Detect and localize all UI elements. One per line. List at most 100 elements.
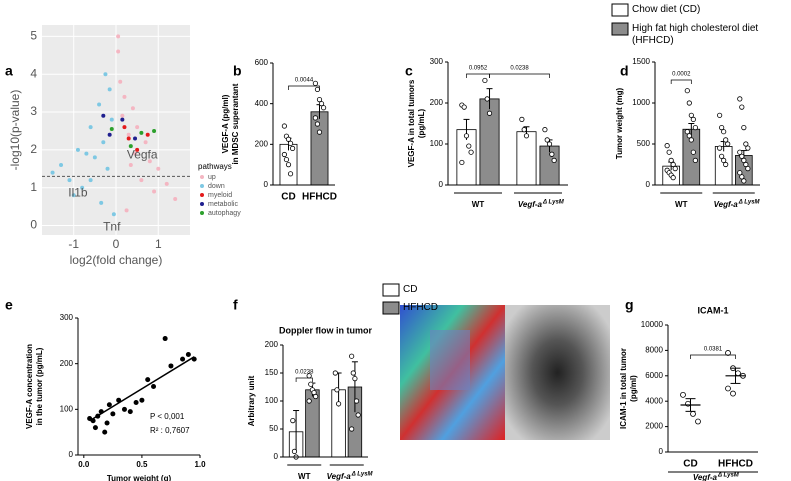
group-superscript: Δ LysM: [351, 472, 374, 478]
group-label: WT: [675, 200, 688, 209]
point: [672, 166, 678, 172]
point: [723, 161, 729, 168]
y-axis-label: (pg/ml): [629, 375, 638, 402]
point: [133, 151, 138, 156]
point: [730, 390, 736, 397]
group-label: WT: [472, 200, 485, 209]
point: [111, 212, 116, 217]
x-tick-label: 0: [113, 237, 120, 251]
point: [521, 127, 527, 133]
group-label: Vegf-a: [327, 472, 352, 481]
point: [486, 110, 493, 116]
legend-label: down: [208, 183, 225, 190]
point: [92, 155, 97, 160]
point: [670, 175, 676, 181]
point: [355, 412, 361, 418]
y-tick-label: 0: [659, 447, 664, 456]
y-tick-label: 0: [274, 452, 279, 461]
x-tick-label: 1.0: [194, 460, 206, 469]
point: [725, 141, 731, 147]
y-axis-label: Arbitrary unit: [247, 375, 256, 426]
panel-letter: d: [620, 63, 629, 79]
stat-text: P < 0,001: [150, 412, 185, 421]
point: [143, 140, 148, 145]
y-tick-label: 10000: [641, 320, 664, 329]
doppler-image: [400, 305, 610, 440]
point: [312, 115, 319, 121]
bar: [516, 131, 537, 186]
group-label: Vegf-a: [518, 200, 543, 209]
point: [133, 399, 139, 405]
point: [544, 137, 550, 143]
bracket: [288, 85, 320, 90]
point: [737, 149, 743, 155]
y-tick-label: 0: [439, 180, 444, 189]
point: [352, 375, 358, 382]
point: [102, 429, 108, 435]
point: [139, 397, 145, 403]
legend-label: HFHCD: [403, 302, 438, 313]
y-axis-label: in MDSC superantant: [231, 83, 240, 164]
y-axis-label: in the tumor (pg/mL): [35, 347, 44, 425]
y-tick-label: 300: [60, 313, 74, 322]
point: [107, 132, 112, 137]
point: [130, 106, 135, 111]
y-tick-label: 1: [30, 180, 37, 194]
point: [737, 96, 743, 102]
point: [684, 129, 690, 135]
y-tick-label: 150: [265, 368, 279, 377]
point: [128, 144, 133, 149]
y-tick-label: 200: [60, 359, 74, 368]
point: [285, 136, 292, 142]
point: [168, 363, 174, 369]
point: [350, 370, 356, 376]
legend-label: High fat high cholesterol diet (HFHCD): [632, 23, 759, 46]
point: [88, 178, 93, 183]
y-tick-label: 0: [264, 180, 269, 189]
x-tick-label: CD: [281, 192, 295, 203]
point: [717, 145, 723, 151]
point: [84, 151, 89, 156]
annotation: Tnf: [103, 220, 121, 234]
chart-title: ICAM-1: [698, 305, 729, 315]
y-tick-label: 100: [430, 139, 444, 148]
point: [519, 116, 525, 123]
y-tick-label: 100: [60, 404, 74, 413]
point: [104, 420, 110, 426]
point: [741, 178, 747, 184]
point: [71, 193, 76, 198]
point: [314, 121, 321, 127]
point: [741, 125, 747, 131]
panel-letter: e: [5, 297, 13, 313]
y-axis-label: Tumor weight (mg): [615, 87, 624, 159]
point: [116, 49, 121, 54]
point: [690, 410, 696, 417]
legend-label: metabolic: [208, 201, 238, 208]
legend-label: CD: [403, 284, 418, 295]
point: [281, 123, 288, 129]
legend-title: pathways: [198, 162, 232, 171]
point: [106, 402, 112, 408]
chart-title: Doppler flow in tumor: [279, 325, 372, 335]
y-tick-label: 200: [255, 139, 269, 148]
x-tick-label: -1: [68, 237, 79, 251]
point: [737, 170, 743, 176]
legend-swatch: [200, 202, 204, 206]
point: [118, 79, 123, 84]
point: [688, 112, 694, 118]
point: [185, 352, 191, 358]
panel-letter: g: [625, 297, 634, 313]
group-superscript: Δ LysM: [738, 200, 761, 206]
point: [290, 417, 296, 424]
point: [334, 387, 340, 393]
p-value: 0.0238: [510, 66, 529, 72]
legend-label: Chow diet (CD): [632, 4, 701, 15]
x-tick-label: HFHCD: [302, 192, 337, 203]
y-tick-label: 500: [637, 139, 651, 148]
point: [719, 125, 725, 131]
point: [50, 170, 55, 175]
y-tick-label: 2: [30, 142, 37, 156]
point: [313, 393, 319, 400]
point: [109, 127, 114, 132]
